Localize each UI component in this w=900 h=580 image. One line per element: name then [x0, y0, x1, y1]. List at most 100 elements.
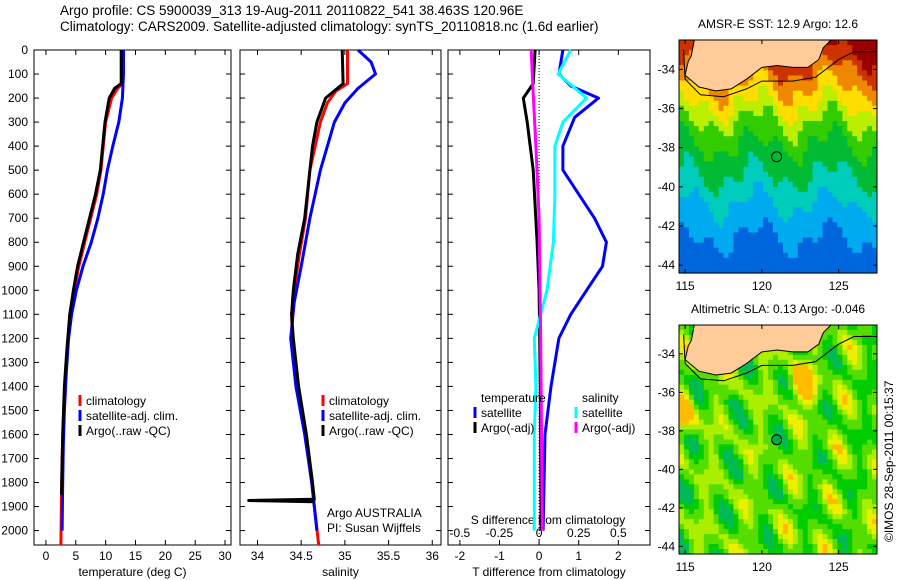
- map-cell: [847, 232, 853, 239]
- map-cell: [743, 404, 749, 411]
- map-cell: [723, 136, 729, 142]
- map-cell: [852, 549, 858, 555]
- map-cell: [847, 429, 853, 436]
- map-cell: [713, 384, 720, 391]
- profile-panel-frame: [33, 49, 232, 546]
- map-cell: [872, 534, 878, 540]
- map-cell: [723, 484, 729, 490]
- map-cell: [827, 374, 833, 381]
- map-cell: [768, 364, 774, 371]
- map-cell: [817, 217, 824, 223]
- map-cell: [837, 156, 843, 163]
- map-cell: [718, 116, 725, 122]
- map-cell: [872, 161, 878, 168]
- map-cell: [862, 262, 868, 269]
- map-cell: [728, 136, 734, 142]
- map-cell: [688, 181, 695, 188]
- map-cell: [693, 509, 700, 515]
- map-cell: [792, 479, 799, 485]
- map-cell: [862, 60, 868, 66]
- map-cell: [822, 232, 828, 239]
- map-cell: [812, 232, 819, 239]
- map-cell: [693, 434, 700, 441]
- map-cell: [797, 217, 804, 223]
- map-cell: [679, 121, 685, 127]
- map-cell: [708, 237, 715, 244]
- map-cell: [778, 464, 784, 470]
- map-cell: [708, 156, 715, 163]
- map-cell: [802, 354, 809, 361]
- map-cell: [718, 494, 725, 500]
- map-cell: [708, 161, 715, 168]
- map-cell: [807, 374, 814, 381]
- map-cell: [857, 429, 863, 436]
- map-cell: [827, 484, 833, 490]
- map-cell: [867, 70, 873, 77]
- map-cell: [822, 247, 828, 254]
- map-cell: [698, 504, 705, 510]
- map-cell: [837, 100, 843, 107]
- map-cell: [832, 359, 838, 366]
- map-cell: [703, 519, 710, 525]
- map-cell: [743, 379, 749, 386]
- map-cell: [857, 469, 863, 475]
- map-cell: [733, 494, 739, 500]
- map-cell: [679, 75, 685, 82]
- map-cell: [728, 439, 734, 446]
- map-cell: [758, 449, 764, 456]
- map-cell: [827, 75, 833, 82]
- map-cell: [713, 252, 720, 259]
- map-cell: [763, 469, 769, 475]
- map-cell: [787, 70, 794, 77]
- map-cell: [827, 474, 833, 480]
- map-cell: [817, 454, 824, 460]
- map-cell: [738, 202, 744, 208]
- map-cell: [703, 186, 710, 193]
- map-cell: [708, 247, 715, 254]
- map-cell: [758, 424, 764, 431]
- map-cell: [842, 459, 848, 465]
- map-cell: [708, 459, 715, 465]
- map-cell: [792, 544, 799, 550]
- map-cell: [679, 207, 685, 213]
- map-cell: [802, 404, 809, 411]
- map-cell: [708, 394, 715, 401]
- map-cell: [778, 171, 784, 178]
- map-cell: [827, 354, 833, 361]
- map-cell: [684, 519, 690, 525]
- map-cell: [743, 237, 749, 244]
- map-cell: [738, 484, 744, 490]
- map-cell: [763, 65, 769, 71]
- map-cell: [698, 85, 705, 92]
- map-cell: [763, 262, 769, 269]
- map-cell: [832, 449, 838, 456]
- map-cell: [763, 414, 769, 421]
- map-cell: [832, 484, 838, 490]
- map-cell: [758, 181, 764, 188]
- map-cell: [738, 434, 744, 441]
- map-cell: [797, 262, 804, 269]
- map-cell: [842, 469, 848, 475]
- map-cell: [842, 344, 848, 351]
- map-cell: [787, 161, 794, 168]
- map-cell: [852, 459, 858, 465]
- map-cell: [743, 176, 749, 183]
- map-cell: [867, 330, 873, 336]
- map-cell: [693, 419, 700, 426]
- map-cell: [748, 141, 754, 147]
- map-cell: [708, 151, 715, 158]
- map-cell: [842, 237, 848, 244]
- map-cell: [748, 146, 754, 153]
- map-cell: [688, 176, 695, 183]
- map-cell: [862, 364, 868, 371]
- map-cell: [733, 449, 739, 456]
- map-cell: [718, 267, 725, 274]
- map-cell: [728, 192, 734, 198]
- map-cell: [847, 399, 853, 406]
- map-cell: [768, 509, 774, 515]
- map-cell: [787, 519, 794, 525]
- map-cell: [743, 369, 749, 376]
- map-cell: [768, 494, 774, 500]
- map-cell: [827, 70, 833, 77]
- map-cell: [738, 257, 744, 264]
